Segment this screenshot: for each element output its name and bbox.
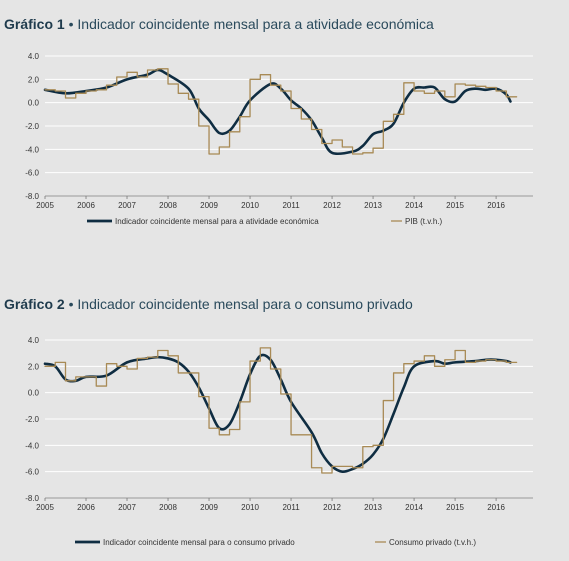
x-tick-label: 2016: [487, 503, 505, 512]
chart-title: Gráfico 1 • Indicador coincidente mensal…: [4, 16, 434, 32]
x-tick-label: 2010: [241, 201, 259, 210]
x-tick-label: 2005: [36, 201, 54, 210]
legend-label: PIB (t.v.h.): [405, 217, 443, 226]
x-tick-label: 2006: [77, 201, 95, 210]
y-tick-label: -2.0: [25, 122, 39, 131]
y-tick-label: 4.0: [28, 52, 40, 61]
chart-number: Gráfico 1: [4, 16, 65, 32]
x-tick-label: 2011: [282, 503, 300, 512]
x-tick-label: 2008: [159, 201, 177, 210]
legend-label: Indicador coincidente mensal para a ativ…: [115, 217, 319, 226]
x-tick-label: 2007: [118, 201, 136, 210]
series-line: [43, 68, 512, 156]
x-tick-label: 2012: [323, 503, 341, 512]
y-tick-label: -4.0: [25, 441, 39, 450]
chart-title-text: Indicador coincidente mensal para o cons…: [77, 296, 413, 312]
y-tick-label: 0.0: [28, 99, 40, 108]
legend-label: Consumo privado (t.v.h.): [389, 538, 476, 547]
x-tick-label: 2009: [200, 503, 218, 512]
series-line: [44, 68, 518, 155]
title-separator: •: [68, 296, 74, 312]
x-tick-label: 2013: [364, 503, 382, 512]
y-tick-label: -6.0: [25, 468, 39, 477]
x-tick-label: 2009: [200, 201, 218, 210]
x-tick-label: 2010: [241, 503, 259, 512]
legend-label: Indicador coincidente mensal para o cons…: [103, 538, 295, 547]
series-line: [43, 353, 512, 474]
chart-title-text: Indicador coincidente mensal para a ativ…: [77, 16, 434, 32]
x-tick-label: 2013: [364, 201, 382, 210]
y-tick-label: -8.0: [25, 494, 39, 503]
y-tick-label: 4.0: [28, 336, 40, 345]
x-tick-label: 2014: [405, 201, 423, 210]
chart-number: Gráfico 2: [4, 296, 65, 312]
x-tick-label: 2014: [405, 503, 423, 512]
x-tick-label: 2005: [36, 503, 54, 512]
series-line: [44, 347, 518, 474]
x-tick-label: 2015: [446, 503, 464, 512]
y-tick-label: 2.0: [28, 362, 40, 371]
x-tick-label: 2011: [282, 201, 300, 210]
x-tick-label: 2007: [118, 503, 136, 512]
chart-title: Gráfico 2 • Indicador coincidente mensal…: [4, 296, 413, 312]
y-tick-label: -6.0: [25, 169, 39, 178]
x-tick-label: 2006: [77, 503, 95, 512]
y-tick-label: 2.0: [28, 75, 40, 84]
x-tick-label: 2016: [487, 201, 505, 210]
title-separator: •: [68, 16, 74, 32]
x-tick-label: 2015: [446, 201, 464, 210]
x-tick-label: 2008: [159, 503, 177, 512]
y-tick-label: 0.0: [28, 389, 40, 398]
y-tick-label: -8.0: [25, 192, 39, 201]
x-tick-label: 2012: [323, 201, 341, 210]
y-tick-label: -2.0: [25, 415, 39, 424]
y-tick-label: -4.0: [25, 145, 39, 154]
